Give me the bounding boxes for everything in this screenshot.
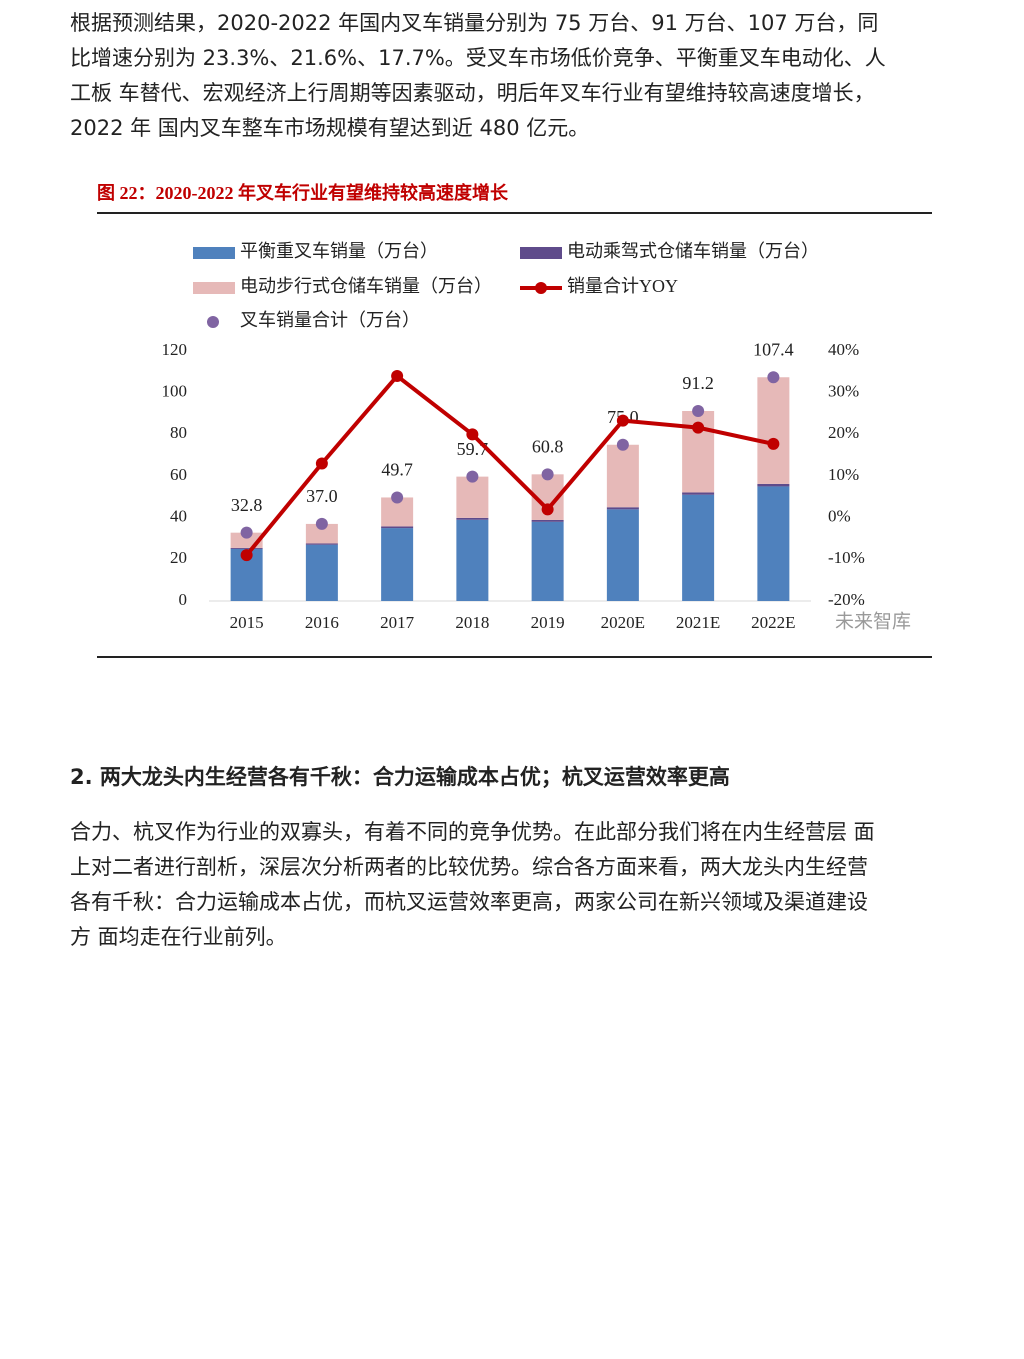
bar xyxy=(456,517,489,520)
x-tick-label: 2015 xyxy=(230,613,264,632)
x-tick-label: 2016 xyxy=(305,613,339,632)
bar xyxy=(531,521,564,601)
legend-swatch xyxy=(193,282,235,294)
data-label: 32.8 xyxy=(231,495,263,515)
y-tick-label: 40 xyxy=(170,507,187,526)
bar xyxy=(305,544,338,601)
line-marker xyxy=(616,414,629,427)
point xyxy=(541,468,554,481)
bar xyxy=(606,444,639,508)
line-marker xyxy=(692,421,705,434)
y-tick-label: 0 xyxy=(179,590,188,609)
watermark: 未来智库 xyxy=(835,611,911,633)
y-tick-label: 100 xyxy=(162,382,188,401)
bar xyxy=(230,547,263,549)
data-label: 49.7 xyxy=(381,460,413,480)
bar xyxy=(757,486,790,601)
y2-tick-label: 10% xyxy=(828,465,859,484)
legend-label: 叉车销量合计（万台） xyxy=(240,310,420,330)
legend-swatch xyxy=(207,316,219,328)
legend-swatch xyxy=(193,247,235,259)
point xyxy=(315,517,328,530)
paragraph-line: 根据预测结果，2020-2022 年国内叉车销量分别为 75 万台、91 万台、… xyxy=(70,11,878,35)
point xyxy=(692,405,705,417)
line-marker xyxy=(466,428,479,441)
y2-tick-label: -20% xyxy=(828,590,865,609)
legend-label: 平衡重叉车销量（万台） xyxy=(240,241,438,261)
y2-tick-label: 0% xyxy=(828,507,851,526)
x-tick-label: 2018 xyxy=(455,613,489,632)
bar xyxy=(381,528,414,601)
line-marker xyxy=(315,457,328,470)
y-tick-label: 20 xyxy=(170,548,187,567)
x-tick-label: 2019 xyxy=(531,613,565,632)
paragraph-line: 各有千秋：合力运输成本占优，而杭叉运营效率更高，两家公司在新兴领域及渠道建设 xyxy=(70,890,868,914)
line xyxy=(245,373,774,557)
bar xyxy=(606,507,639,510)
paragraph-line: 工板 车替代、宏观经济上行周期等因素驱动，明后年叉车行业有望维持较高速度增长， xyxy=(70,81,875,105)
legend-label: 销量合计YOY xyxy=(567,276,678,296)
bar xyxy=(682,494,715,601)
point xyxy=(240,526,253,539)
bar xyxy=(305,543,338,545)
paragraph-line: 上对二者进行剖析，深层次分析两者的比较优势。综合各方面来看，两大龙头内生经营 xyxy=(70,855,868,879)
data-label: 91.2 xyxy=(682,373,714,393)
paragraph-line: 比增速分别为 23.3%、21.6%、17.7%。受叉车市场低价竞争、平衡重叉车… xyxy=(70,46,886,70)
legend-swatch xyxy=(520,247,562,259)
paragraph-line: 方 面均走在行业前列。 xyxy=(70,925,287,949)
x-tick-label: 2017 xyxy=(380,613,415,632)
bar xyxy=(456,476,489,518)
x-tick-label: 2022E xyxy=(751,613,795,632)
bar xyxy=(606,509,639,601)
paragraph-line: 2022 年 国内叉车整车市场规模有望达到近 480 亿元。 xyxy=(70,116,589,140)
bar xyxy=(456,519,489,601)
data-label: 37.0 xyxy=(306,486,338,506)
point xyxy=(616,438,629,451)
figure-title: 图 22：2020-2022 年叉车行业有望维持较高速度增长 xyxy=(97,182,509,203)
section-heading: 2. 两大龙头内生经营各有千秋：合力运输成本占优；杭叉运营效率更高 xyxy=(70,765,730,789)
line-marker xyxy=(541,503,554,516)
bar xyxy=(757,483,790,487)
legend-label: 电动步行式仓储车销量（万台） xyxy=(240,276,492,296)
bar xyxy=(531,519,564,522)
y2-tick-label: 20% xyxy=(828,423,859,442)
line-marker xyxy=(767,437,780,450)
bar xyxy=(381,526,414,529)
paragraph-line: 合力、杭叉作为行业的双寡头，有着不同的竞争优势。在此部分我们将在内生经营层 面 xyxy=(70,820,875,844)
y-tick-label: 80 xyxy=(170,423,187,442)
y-tick-label: 120 xyxy=(162,340,188,359)
y2-tick-label: -10% xyxy=(828,548,865,567)
point xyxy=(466,470,479,483)
x-tick-label: 2021E xyxy=(676,613,720,632)
data-label: 59.7 xyxy=(457,439,489,459)
bar xyxy=(305,523,338,544)
data-label: 107.4 xyxy=(753,339,794,359)
x-tick-label: 2020E xyxy=(601,613,645,632)
line-marker xyxy=(240,549,253,562)
point xyxy=(391,491,404,504)
y2-tick-label: 40% xyxy=(828,340,859,359)
bar xyxy=(757,377,790,484)
y-tick-label: 60 xyxy=(170,465,187,484)
data-label: 60.8 xyxy=(532,436,564,456)
legend-label: 电动乘驾式仓储车销量（万台） xyxy=(567,241,819,261)
legend-swatch xyxy=(535,282,547,294)
bar xyxy=(682,492,715,495)
line-marker xyxy=(391,370,404,382)
y2-tick-label: 30% xyxy=(828,382,859,401)
point xyxy=(767,371,780,384)
